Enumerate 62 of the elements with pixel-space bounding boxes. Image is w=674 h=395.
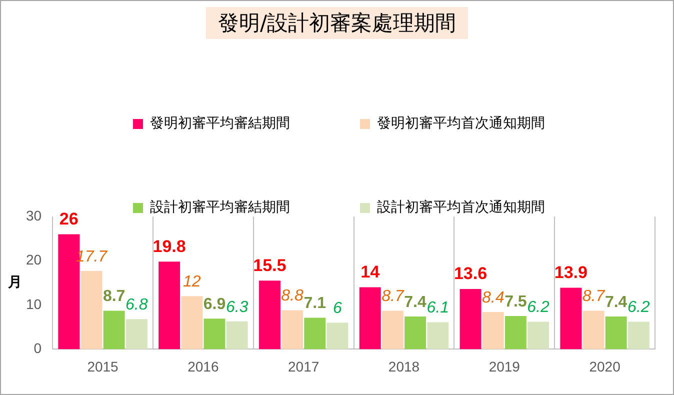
data-label: 19.8 <box>152 236 186 256</box>
x-tick-label: 2016 <box>188 358 219 374</box>
data-label: 8.4 <box>482 289 504 306</box>
bar <box>103 310 125 350</box>
bar <box>282 310 304 350</box>
bar <box>504 316 526 350</box>
data-label: 26 <box>59 209 78 228</box>
data-label: 8.7 <box>102 288 126 306</box>
legend-label: 發明初審平均首次通知期間 <box>377 116 545 132</box>
bar <box>80 270 102 350</box>
legend-label: 設計初審平均審結期間 <box>150 200 290 216</box>
bar <box>326 322 348 350</box>
data-label: 6.2 <box>527 299 550 316</box>
data-label: 15.5 <box>253 256 286 275</box>
data-label: 7.4 <box>404 294 427 311</box>
bar <box>582 310 604 350</box>
chart-title: 發明/設計初審案處理期間 <box>206 7 468 39</box>
data-label: 14 <box>360 262 380 282</box>
data-label: 13.9 <box>554 262 588 282</box>
data-label: 7.4 <box>604 294 628 311</box>
bar <box>404 316 426 350</box>
y-tick-label: 20 <box>26 252 42 268</box>
bar <box>628 322 650 350</box>
bar <box>304 318 326 350</box>
bar <box>126 319 148 350</box>
bar <box>528 322 550 350</box>
x-tick-label: 2018 <box>388 358 420 374</box>
data-label: 6.2 <box>628 299 650 316</box>
legend-label: 設計初審平均首次通知期間 <box>377 200 545 216</box>
x-tick-label: 2019 <box>488 358 520 374</box>
bar <box>605 316 627 350</box>
bar <box>226 321 248 350</box>
x-tick-label: 2020 <box>589 358 621 374</box>
y-tick-label: 0 <box>34 340 42 356</box>
data-label: 8.8 <box>281 288 304 305</box>
bar <box>427 322 449 350</box>
data-label: 8.7 <box>582 288 606 306</box>
bar <box>181 296 203 350</box>
x-tick-label: 2015 <box>87 358 119 374</box>
data-label: 12 <box>182 274 201 291</box>
y-axis-title: 月 <box>7 274 22 290</box>
data-label: 6.3 <box>226 298 248 316</box>
data-label: 6.1 <box>426 300 449 317</box>
y-tick-label: 30 <box>26 207 42 224</box>
data-label: 8.7 <box>382 288 405 306</box>
bar <box>158 262 180 350</box>
bar <box>359 287 381 350</box>
data-label: 7.1 <box>304 295 326 312</box>
data-label: 7.5 <box>504 293 527 310</box>
bar <box>204 318 226 350</box>
bar <box>258 280 280 350</box>
bar <box>560 288 582 350</box>
data-label: 13.6 <box>454 264 488 284</box>
y-tick-label: 10 <box>26 296 42 312</box>
data-label: 6 <box>333 300 342 318</box>
legend-label: 發明初審平均審結期間 <box>150 116 290 132</box>
data-label: 6.9 <box>203 296 226 314</box>
bar <box>382 310 404 350</box>
data-label: 6.8 <box>126 296 148 314</box>
x-tick-label: 2017 <box>288 358 320 374</box>
bar <box>482 312 504 350</box>
bar <box>460 289 482 350</box>
